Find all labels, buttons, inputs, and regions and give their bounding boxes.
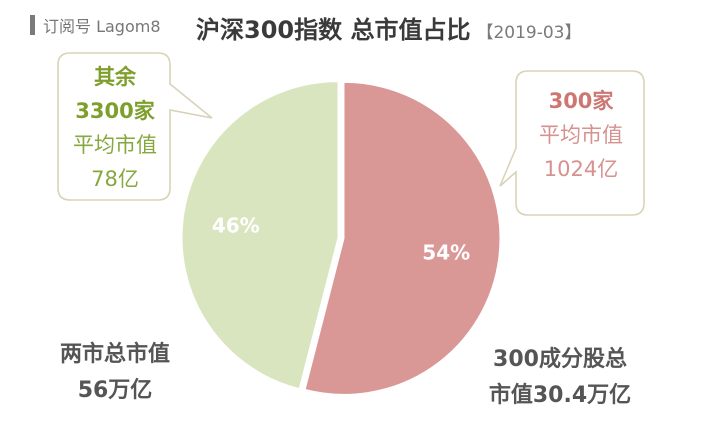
callout-others-line3: 平均市值 xyxy=(73,133,157,157)
pie-slice-label-csi300: 54% xyxy=(422,240,470,264)
chart-title-text: 沪深300指数 总市值占比 xyxy=(196,16,471,44)
callout-csi300-bubble xyxy=(499,70,645,216)
callout-others-bubble xyxy=(57,52,213,201)
brand: 订阅号 Lagom8 xyxy=(30,13,161,37)
callout-csi300: 300家 平均市值 1024亿 xyxy=(516,84,646,186)
csi300-market-cap-note: 300成分股总 市值30.4万亿 xyxy=(460,342,660,414)
callout-csi300-line3: 1024亿 xyxy=(543,157,619,181)
callout-csi300-line1: 300家 xyxy=(548,89,614,113)
pie-slice-label-others: 46% xyxy=(212,214,260,238)
total-market-cap-line2: 56万亿 xyxy=(77,378,153,403)
chart-period: 【2019-03】 xyxy=(476,23,582,43)
callout-others-line1: 其余 xyxy=(94,65,136,89)
pie-slice-others xyxy=(181,81,339,390)
total-market-cap-note: 两市总市值 56万亿 xyxy=(20,337,210,409)
callout-others-line4: 78亿 xyxy=(91,167,139,191)
chart-title: 沪深300指数 总市值占比 【2019-03】 xyxy=(196,10,582,44)
csi300-market-cap-line1: 300成分股总 xyxy=(493,347,627,372)
brand-text: 订阅号 Lagom8 xyxy=(43,17,161,36)
pie-slice-csi300 xyxy=(304,81,501,395)
callout-others: 其余 3300家 平均市值 78亿 xyxy=(60,60,170,196)
callout-csi300-line2: 平均市值 xyxy=(539,123,623,147)
brand-bar xyxy=(30,15,35,35)
callout-others-line2: 3300家 xyxy=(75,99,155,123)
csi300-market-cap-line2: 市值30.4万亿 xyxy=(488,383,632,408)
total-market-cap-line1: 两市总市值 xyxy=(59,342,170,367)
